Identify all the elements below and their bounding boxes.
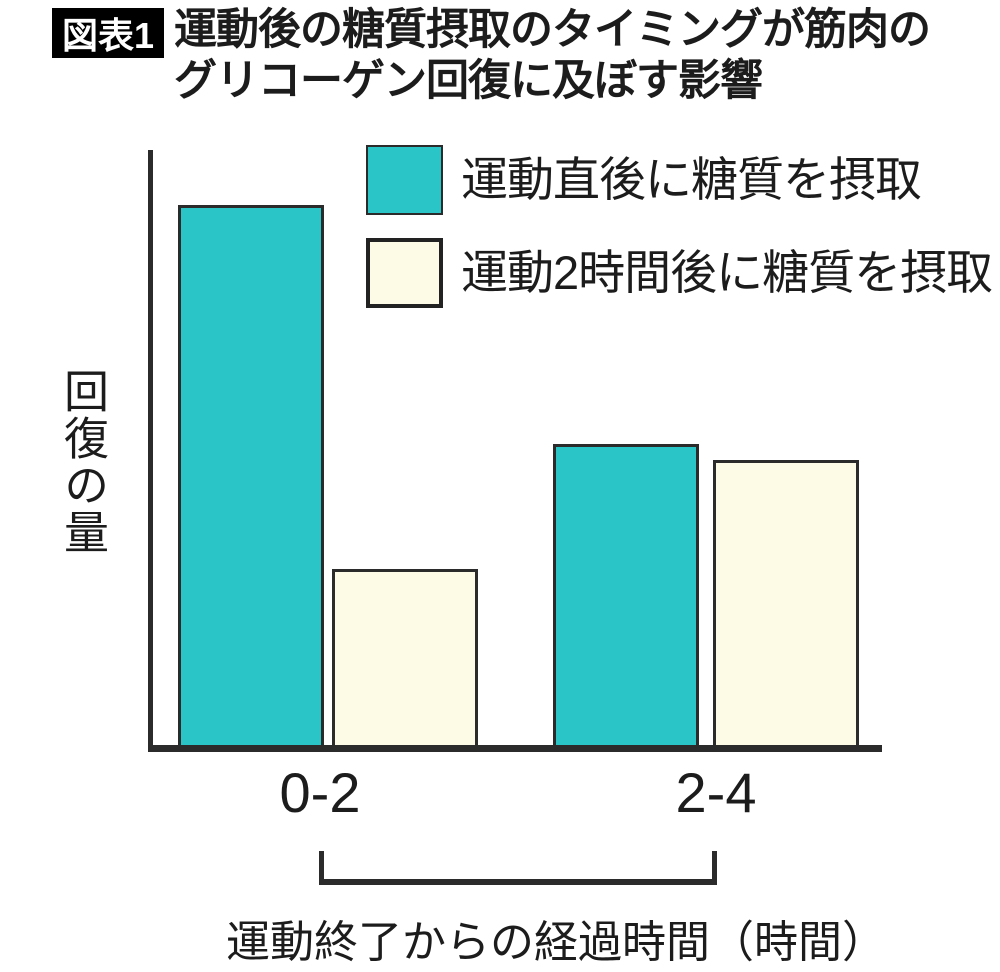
figure-title-line1: 運動後の糖質摂取のタイミングが筋肉の xyxy=(174,6,931,54)
y-axis-line xyxy=(148,150,153,752)
x-axis-bracket xyxy=(319,851,717,885)
figure-number-badge: 図表1 xyxy=(52,8,164,58)
legend-label-delayed: 運動2時間後に糖質を摂取 xyxy=(461,246,993,299)
bar-after-2h-2-4 xyxy=(713,460,859,748)
bar-after-2h-0-2 xyxy=(332,569,478,748)
x-tick-label-0-2: 0-2 xyxy=(279,761,361,824)
legend-swatch-delayed xyxy=(366,238,443,308)
bar-immediate-2-4 xyxy=(553,444,699,748)
legend-swatch-immediate xyxy=(366,145,443,215)
figure-title-line2: グリコーゲン回復に及ぼす影響 xyxy=(174,57,763,105)
bar-immediate-0-2 xyxy=(178,205,324,748)
x-axis-line xyxy=(148,745,882,752)
x-axis-title: 運動終了からの経過時間（時間） xyxy=(226,918,886,967)
x-tick-label-2-4: 2-4 xyxy=(675,761,757,824)
legend-label-immediate: 運動直後に糖質を摂取 xyxy=(461,153,922,206)
figure-number-label: 図表1 xyxy=(61,15,155,56)
y-axis-title: 回復の量 xyxy=(57,368,108,556)
